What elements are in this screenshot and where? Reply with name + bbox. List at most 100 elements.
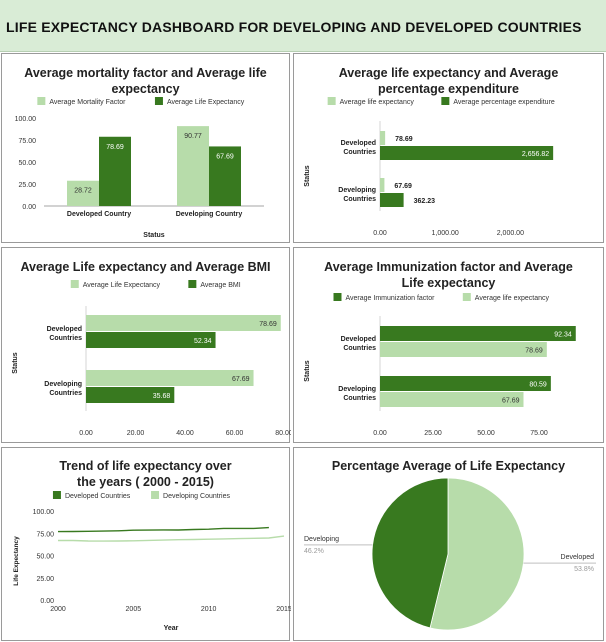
data-label: 28.72 [74,188,92,195]
bar [67,180,99,206]
chart-title: Trend of life expectancy over the years … [59,459,232,489]
data-label: 362.23 [414,198,436,205]
panel-bmi-chart: Average Life expectancy and Average BMI … [1,247,291,443]
legend-label: Average Life Expectancy [83,282,161,289]
x-tick-label: 25.00 [424,430,442,437]
data-label: 92.34 [554,332,572,339]
chart-title: Average life expectancy and Average perc… [338,66,559,96]
data-label: 78.69 [259,321,277,328]
bar [86,370,254,386]
data-label: 67.69 [394,183,412,190]
legend-label: Average life expectancy [340,99,415,106]
x-tick-label: 2005 [126,606,142,613]
dashboard-title: LIFE EXPECTANCY DASHBOARD FOR DEVELOPING… [6,19,582,35]
bar [380,146,554,160]
x-tick-label: 2015 [276,606,291,613]
data-label: 90.77 [184,133,202,140]
chart-title: Average Immunization factor and Average … [324,260,573,290]
legend-label: Average percentage expenditure [453,99,555,106]
y-tick-label: Countries [343,196,376,203]
legend-label: Average Life Expectancy [167,99,245,106]
x-tick-label: 2,000.00 [497,230,524,237]
bar [380,342,547,357]
panel-pie-chart: Percentage Average of Life Expectancy De… [293,447,604,641]
y-tick-label: Developed [341,336,376,343]
data-label: 78.69 [395,136,413,143]
x-tick-label: 80.00 [275,430,291,437]
data-label: 67.69 [232,376,250,383]
data-label: 80.59 [529,382,547,389]
legend-swatch [37,97,46,105]
chart-title: Average mortality factor and Average lif… [24,66,267,96]
x-tick-label: Developed Country [67,211,131,218]
legend-swatch [333,293,342,301]
y-tick-label: Developing [338,386,376,393]
y-tick-label: Developed [341,140,376,147]
panel-trend-chart: Trend of life expectancy over the years … [1,447,291,641]
expenditure-chart-svg: Average life expectancy Average percentag… [304,97,555,237]
x-tick-label: 0.00 [79,430,93,437]
slice-percent: 46.2% [304,548,324,555]
bar [380,376,551,391]
legend-swatch [154,97,163,105]
legend-swatch [188,280,197,288]
bar [380,326,576,341]
mortality-chart-svg: Average Mortality Factor Average Life Exp… [15,97,264,239]
x-tick-label: 0.00 [373,430,387,437]
x-tick-label: 40.00 [176,430,194,437]
x-tick-label: 20.00 [127,430,145,437]
legend-label: Average life expectancy [475,295,550,302]
bar [380,392,524,407]
y-tick-label: 100.00 [33,509,55,516]
x-tick-label: 1,000.00 [432,230,459,237]
bar [380,178,385,192]
bar [99,136,131,206]
legend-label: Average BMI [200,282,240,289]
immunization-chart-svg: Average Immunization factor Average life … [304,293,576,437]
x-axis-title: Year [164,625,179,632]
data-label: 78.69 [525,348,543,355]
bar [177,126,209,206]
y-tick-label: 0.00 [22,204,36,211]
bar [86,387,175,403]
x-tick-label: 2010 [201,606,217,613]
bar [380,131,386,145]
data-label: 2,656.82 [522,151,549,158]
series-line [58,535,285,542]
bar [86,315,281,331]
x-tick-label: 50.00 [477,430,495,437]
x-tick-label: 2000 [50,606,66,613]
x-tick-label: 75.00 [530,430,548,437]
panel-immunization-chart: Average Immunization factor and Average … [293,247,604,443]
bar [380,193,404,207]
chart-title: Percentage Average of Life Expectancy [331,459,566,473]
legend-label: Average Immunization factor [346,295,436,302]
legend-swatch [327,97,336,105]
bar [209,146,241,206]
y-axis-title: Status [304,360,311,382]
series-line [57,526,269,533]
legend-label: Developing Countries [163,493,230,500]
trend-chart-svg: Developed Countries Developing Countries 1… [13,491,291,632]
y-tick-label: 0.00 [40,598,54,605]
y-tick-label: 50.00 [36,554,54,561]
data-label: 78.69 [106,144,124,151]
y-tick-label: 50.00 [18,160,36,167]
panel-expenditure-chart: Average life expectancy and Average perc… [293,53,604,243]
legend-swatch [151,491,160,499]
y-axis-title: Status [12,352,19,374]
chart-title: Average Life expectancy and Average BMI [20,260,271,274]
panel-mortality-chart: Average mortality factor and Average lif… [1,53,290,243]
legend-swatch [462,293,471,301]
y-tick-label: Developing [44,381,82,388]
pie-chart-svg: Developed 53.8% Developing 46.2% [304,477,596,631]
bar [86,332,216,348]
y-tick-label: 25.00 [36,576,54,583]
y-tick-label: Countries [49,390,82,397]
x-tick-label: 0.00 [373,230,387,237]
y-tick-label: 75.00 [18,138,36,145]
legend-swatch [52,491,61,499]
slice-percent: 53.8% [574,566,594,573]
y-axis-title: Life Expectancy [13,536,20,586]
y-tick-label: Countries [49,335,82,342]
